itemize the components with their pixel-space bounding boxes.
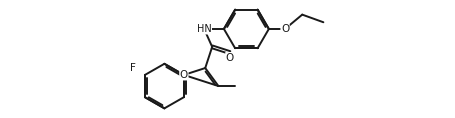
Text: O: O xyxy=(179,70,187,80)
Text: O: O xyxy=(225,53,233,63)
Text: F: F xyxy=(129,63,135,73)
Text: O: O xyxy=(280,24,288,34)
Text: HN: HN xyxy=(196,24,211,34)
